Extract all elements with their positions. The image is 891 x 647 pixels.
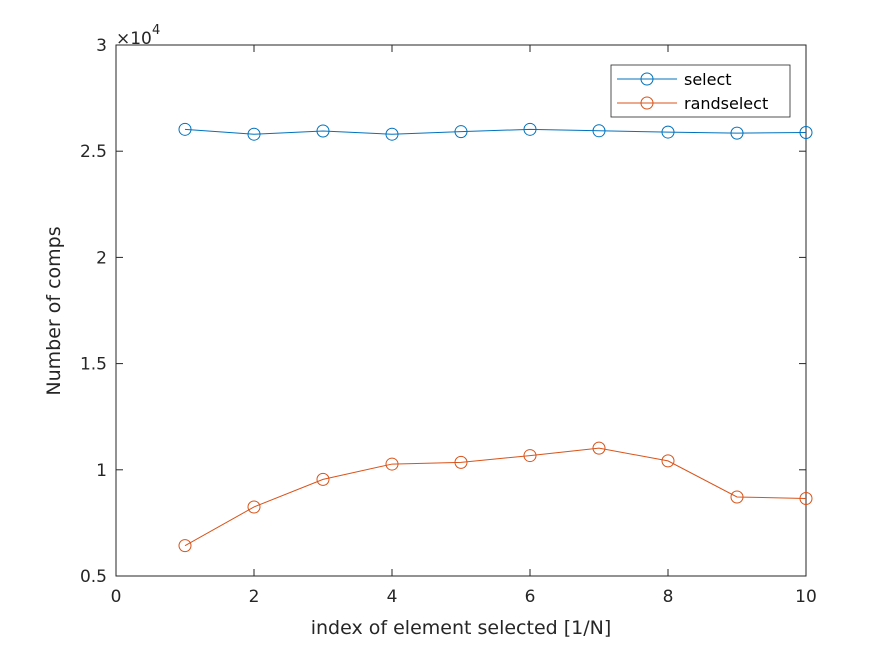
legend-marker: [640, 96, 654, 110]
axis-ticks: 0 2 4 6 8 10 0.5 1 1.5 2 2.5 3: [80, 36, 817, 607]
data-point-randselect: [592, 441, 606, 455]
y-tick-label: 2.5: [80, 142, 107, 162]
legend: select randselect: [610, 64, 791, 118]
y-exponent-label: ×10 4: [116, 23, 160, 49]
data-point-randselect: [316, 472, 330, 486]
data-point-randselect: [799, 491, 813, 505]
y-exponent-base: ×10: [116, 29, 152, 49]
data-point-select: [523, 122, 537, 136]
x-tick-label: 0: [111, 587, 122, 607]
series-line-randselect: [184, 447, 807, 547]
data-point-select: [316, 124, 330, 138]
data-point-select: [592, 124, 606, 138]
data-point-select: [247, 127, 261, 141]
y-exponent-power: 4: [152, 23, 160, 38]
y-tick-label: 1: [96, 461, 107, 481]
y-tick-label: 1.5: [80, 355, 107, 375]
x-tick-label: 8: [663, 587, 674, 607]
legend-item-randselect: randselect: [617, 94, 768, 113]
series-randselect: [178, 441, 813, 553]
data-point-randselect: [523, 449, 537, 463]
legend-label: select: [684, 70, 732, 89]
y-tick-label: 2: [96, 248, 107, 268]
series-layer: [178, 122, 813, 553]
legend-marker: [640, 72, 654, 86]
x-tick-label: 10: [795, 587, 817, 607]
data-point-randselect: [454, 455, 468, 469]
plot-area: [115, 44, 807, 577]
y-tick-label: 3: [96, 36, 107, 56]
legend-item-select: select: [617, 70, 732, 89]
x-tick-label: 2: [249, 587, 260, 607]
legend-label: randselect: [684, 94, 768, 113]
data-point-select: [661, 125, 675, 139]
x-tick-label: 6: [525, 587, 536, 607]
data-point-select: [799, 126, 813, 140]
x-axis-label: index of element selected [1/N]: [311, 617, 612, 639]
data-point-randselect: [385, 457, 399, 471]
legend-box: [610, 64, 791, 118]
x-tick-label: 4: [387, 587, 398, 607]
y-axis-label: Number of comps: [43, 226, 65, 395]
data-point-select: [454, 125, 468, 139]
y-tick-label: 0.5: [80, 567, 107, 587]
data-point-select: [385, 127, 399, 141]
data-point-randselect: [178, 539, 192, 553]
series-line-select: [184, 128, 807, 135]
data-point-select: [178, 122, 192, 136]
data-point-select: [730, 126, 744, 140]
data-point-randselect: [247, 500, 261, 514]
series-select: [178, 122, 813, 141]
data-point-randselect: [730, 490, 744, 504]
data-point-randselect: [661, 454, 675, 468]
